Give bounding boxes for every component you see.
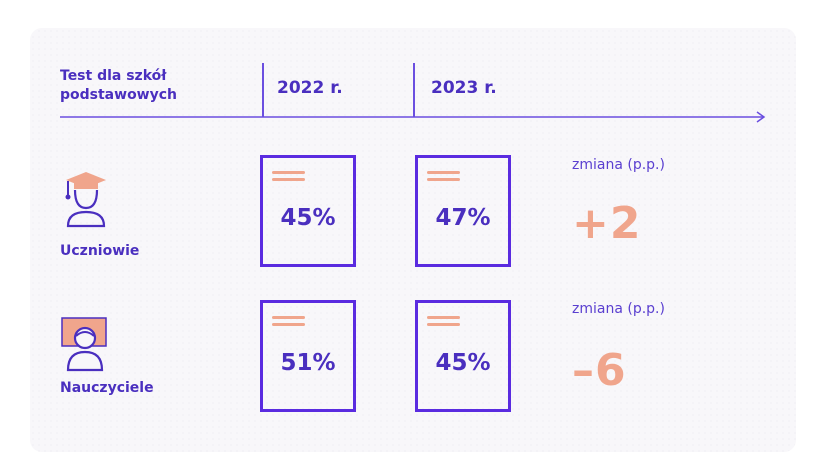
graduate-student-icon xyxy=(65,172,106,228)
change-value-nauczyciele: –6 xyxy=(572,345,627,396)
header-divider-2 xyxy=(413,63,415,117)
change-label-uczniowie: zmiana (p.p.) xyxy=(572,157,665,173)
decor-dash xyxy=(427,178,460,181)
timeline-arrow xyxy=(60,111,766,123)
value-nauczyciele-2023: 45% xyxy=(435,350,491,376)
value-box-uczniowie-2022: 45% xyxy=(260,155,356,267)
decor-dash xyxy=(427,171,460,174)
header-year-2023: 2023 r. xyxy=(431,78,497,98)
row-label-uczniowie: Uczniowie xyxy=(60,243,140,259)
decor-dash xyxy=(272,178,305,181)
header-divider-1 xyxy=(262,63,264,117)
value-box-uczniowie-2023: 47% xyxy=(415,155,511,267)
teacher-icon xyxy=(61,317,107,372)
value-uczniowie-2022: 45% xyxy=(280,205,336,231)
decor-dash xyxy=(272,171,305,174)
decor-dash xyxy=(272,316,305,319)
decor-dash xyxy=(427,316,460,319)
value-uczniowie-2023: 47% xyxy=(435,205,491,231)
decor-dash xyxy=(427,323,460,326)
header-label: Test dla szkół podstawowych xyxy=(60,68,178,103)
row-label-nauczyciele: Nauczyciele xyxy=(60,380,154,396)
change-value-uczniowie: +2 xyxy=(572,198,642,249)
value-nauczyciele-2022: 51% xyxy=(280,350,336,376)
value-box-nauczyciele-2022: 51% xyxy=(260,300,356,412)
decor-dash xyxy=(272,323,305,326)
value-box-nauczyciele-2023: 45% xyxy=(415,300,511,412)
header-year-2022: 2022 r. xyxy=(277,78,343,98)
change-label-nauczyciele: zmiana (p.p.) xyxy=(572,301,665,317)
